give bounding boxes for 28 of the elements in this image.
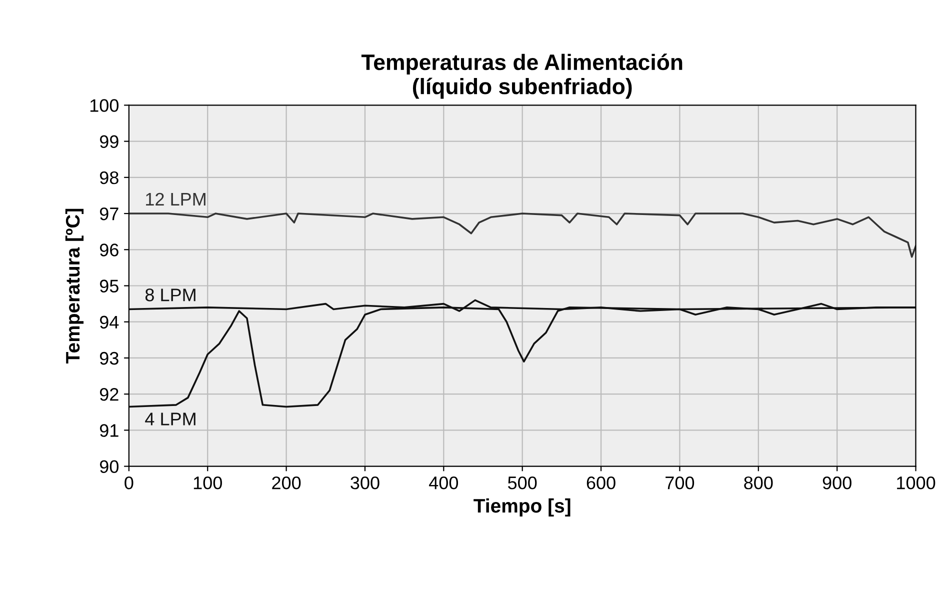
y-tick-label: 93: [100, 352, 118, 365]
y-tick-label: 97: [100, 207, 118, 220]
chart-title: Temperaturas de Alimentación (líquido subenfriado): [361, 54, 682, 99]
series-label: 8 LPM: [145, 288, 196, 302]
y-tick-label: 94: [100, 316, 119, 329]
x-tick-label: 300: [350, 476, 380, 490]
x-tick-label: 0: [124, 476, 134, 490]
y-tick-label: 92: [100, 388, 118, 401]
x-tick-label: 600: [586, 476, 616, 490]
series-label: 4 LPM: [145, 412, 196, 426]
y-tick-label: 96: [100, 244, 118, 256]
series-label: 12 LPM: [146, 192, 206, 206]
y-tick-label: 98: [100, 171, 118, 184]
x-tick-label: 400: [429, 476, 458, 490]
x-axis-title: Tiempo [s]: [474, 498, 570, 517]
y-axis-title: Temperatura [ºC]: [65, 208, 84, 364]
y-tick-label: 91: [100, 424, 118, 437]
x-tick-label: 500: [508, 476, 537, 490]
y-tick-label: 100: [90, 99, 119, 112]
x-tick-label: 100: [194, 476, 222, 490]
x-tick-label: 200: [272, 476, 301, 490]
y-tick-label: 99: [100, 135, 118, 148]
y-tick-label: 90: [100, 460, 118, 474]
x-tick-label: 1000: [897, 476, 936, 490]
x-tick-label: 700: [666, 476, 694, 490]
x-tick-label: 900: [822, 476, 852, 490]
x-tick-label: 800: [744, 476, 773, 490]
y-tick-label: 95: [100, 280, 118, 292]
